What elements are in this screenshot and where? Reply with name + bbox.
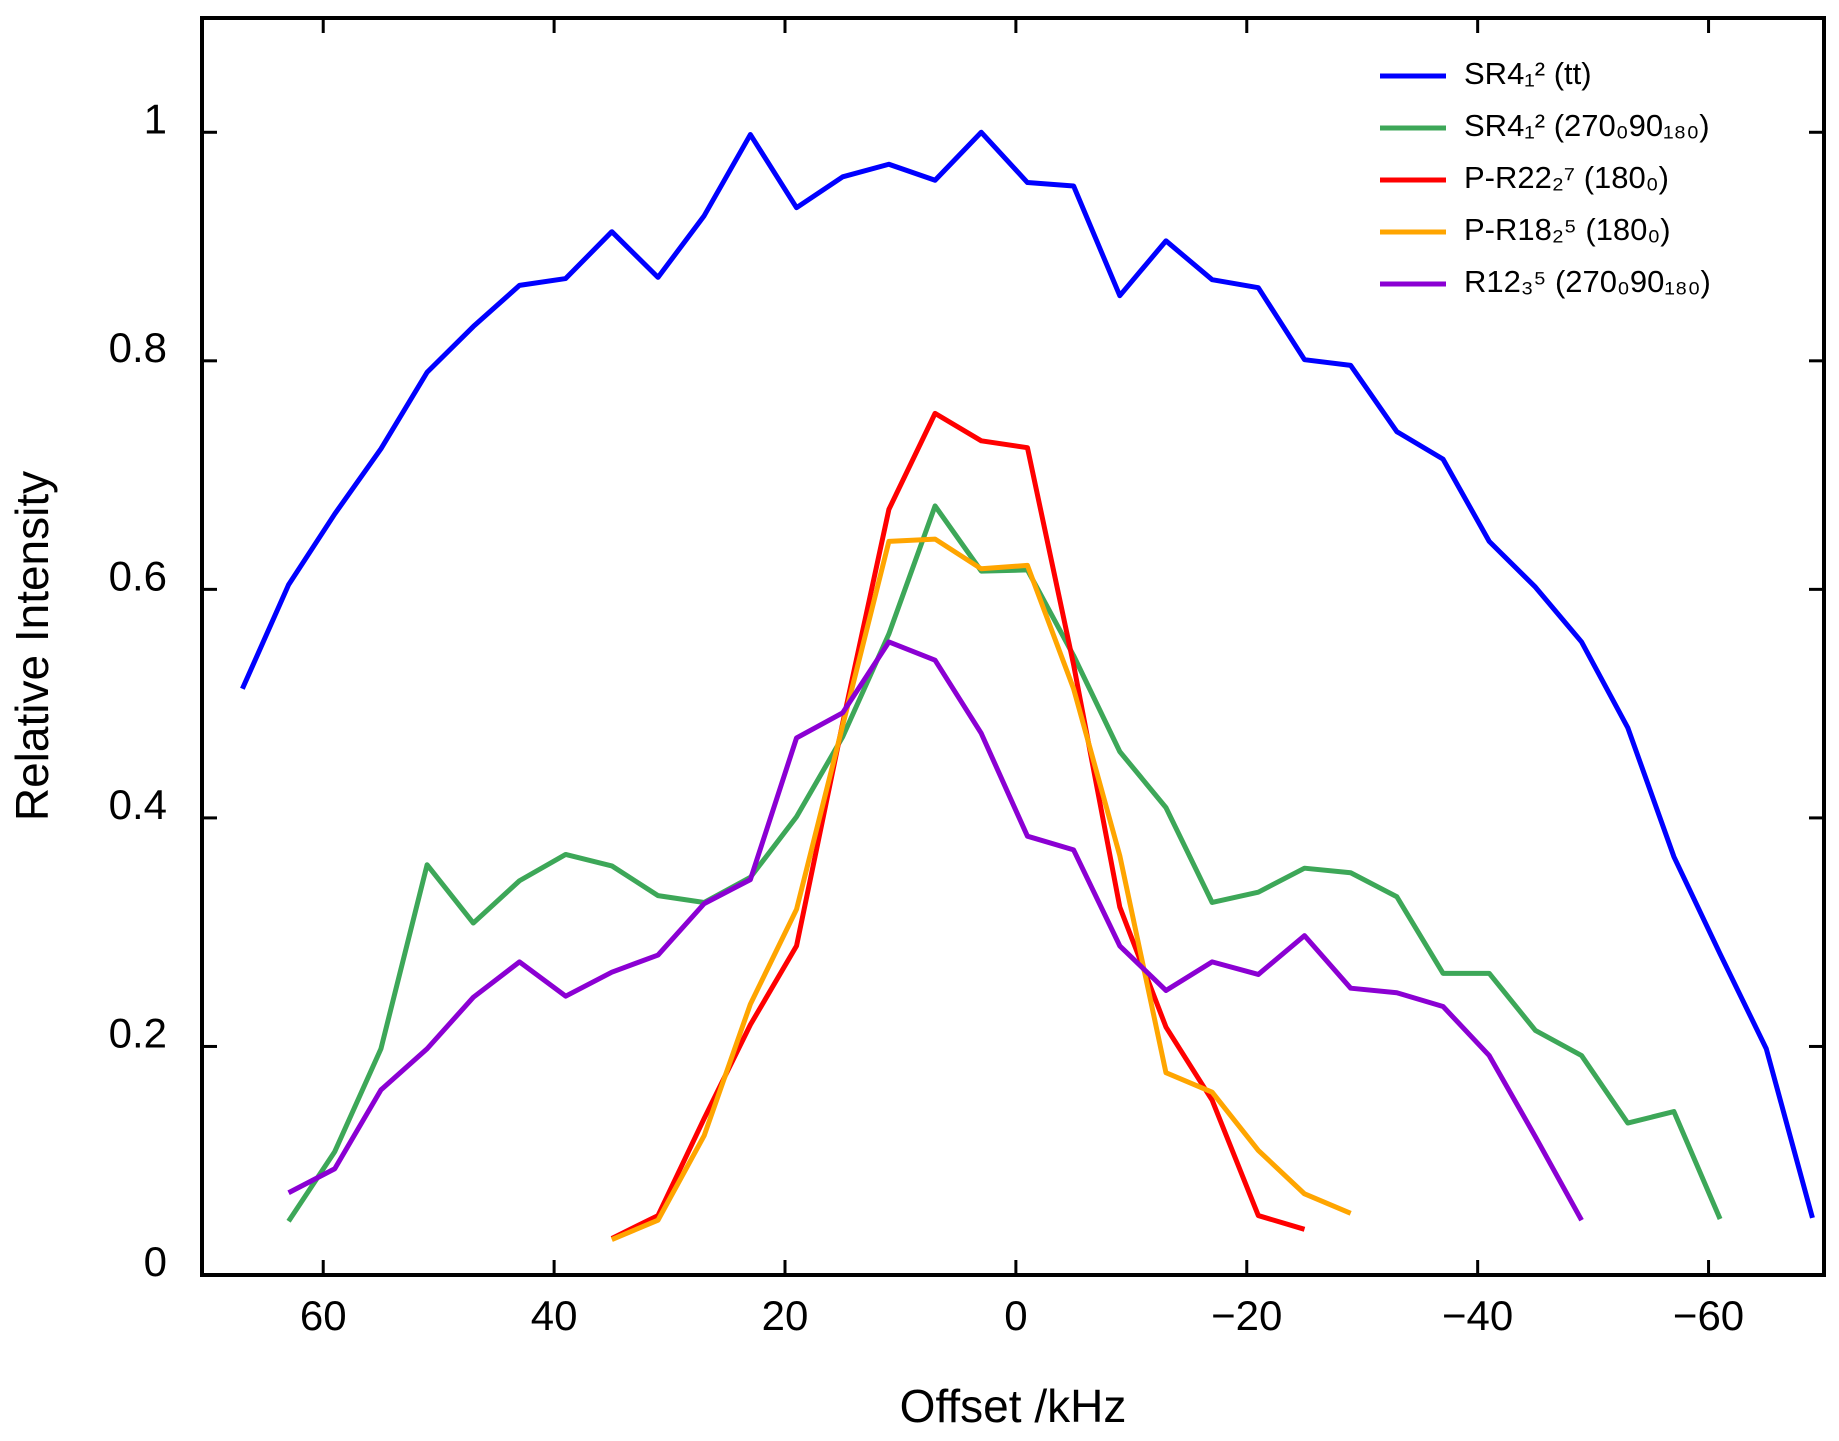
data-line [610, 536, 1352, 1242]
legend-label: P-R22₂⁷ (180₀) [1464, 160, 1669, 195]
x-tick-label: 60 [300, 1292, 347, 1339]
y-tick-label: 0 [144, 1238, 167, 1285]
legend-label: R12₃⁵ (270₀90₁₈₀) [1464, 264, 1711, 299]
y-tick-label: 0.2 [109, 1010, 167, 1057]
x-tick-label: −60 [1673, 1292, 1744, 1339]
plot-frame [200, 16, 1826, 1277]
x-tick-label: 0 [1004, 1292, 1027, 1339]
legend-label: SR4₁² (270₀90₁₈₀) [1464, 108, 1710, 143]
data-line [240, 129, 1815, 1219]
legend-label: SR4₁² (tt) [1464, 56, 1592, 91]
y-axis-label: Relative Intensity [6, 471, 58, 821]
data-line [286, 503, 1723, 1223]
y-tick-label: 0.4 [109, 781, 167, 828]
y-tick-label: 0.8 [109, 324, 167, 371]
x-tick-label: −40 [1442, 1292, 1513, 1339]
x-tick-label: −20 [1211, 1292, 1282, 1339]
x-tick-label: 40 [531, 1292, 578, 1339]
y-tick-label: 0.6 [109, 552, 167, 599]
x-axis-label: Offset /kHz [900, 1380, 1127, 1432]
legend-label: P-R18₂⁵ (180₀) [1464, 212, 1671, 247]
y-tick-label: 1 [144, 95, 167, 142]
x-tick-label: 20 [762, 1292, 809, 1339]
data-line [287, 639, 1584, 1222]
